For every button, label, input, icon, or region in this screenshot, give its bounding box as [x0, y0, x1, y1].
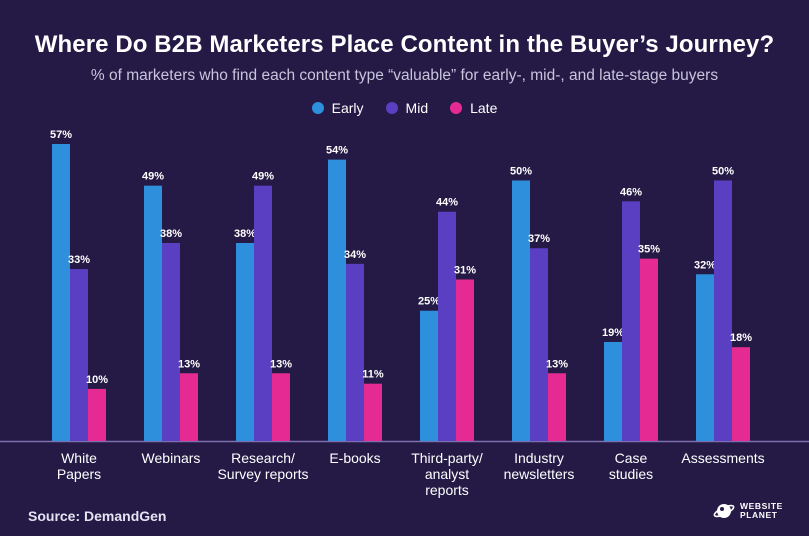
legend-item-early: Early [311, 100, 364, 116]
bar-late-7 [732, 347, 750, 441]
category-label-line: Webinars [142, 450, 201, 466]
data-label-late-5: 13% [546, 358, 568, 370]
bar-late-4 [456, 279, 474, 441]
source-note: Source: DemandGen [28, 508, 167, 524]
category-label-6: Case studies [609, 450, 653, 482]
category-label-1: Webinars [142, 450, 201, 466]
bar-early-6 [604, 342, 622, 441]
data-label-late-3: 11% [362, 369, 384, 381]
logo-line-2: PLANET [740, 510, 778, 520]
legend-label-early: Early [331, 100, 364, 116]
legend-label-late: Late [470, 100, 498, 116]
bar-late-0 [88, 388, 106, 441]
legend-swatch-late [450, 102, 463, 114]
category-label-line: Research/ [231, 450, 295, 466]
category-label-line: White [61, 450, 97, 466]
legend-item-mid: Mid [385, 100, 429, 116]
data-label-late-1: 13% [178, 358, 200, 370]
bar-mid-1 [162, 243, 180, 441]
category-label-line: Case [615, 450, 648, 466]
data-label-late-6: 35% [638, 244, 660, 256]
bar-early-3 [328, 159, 346, 441]
data-label-mid-3: 34% [344, 249, 366, 261]
category-label-line: Papers [57, 466, 101, 482]
bar-mid-2 [254, 185, 272, 441]
data-label-late-4: 31% [454, 264, 476, 276]
category-label-line: Industry [514, 450, 564, 466]
category-label-line: analyst [425, 466, 469, 482]
bar-early-5 [512, 180, 530, 441]
legend-swatch-early [311, 102, 324, 114]
category-label-line: newsletters [504, 466, 575, 482]
data-label-mid-2: 49% [252, 171, 274, 183]
category-label-2: Research/Survey reports [217, 450, 308, 482]
chart-subtitle: % of marketers who find each content typ… [90, 67, 719, 84]
data-label-mid-5: 37% [528, 233, 550, 245]
bar-early-0 [52, 144, 70, 441]
category-label-line: E-books [329, 450, 380, 466]
data-label-late-2: 13% [270, 358, 292, 370]
bar-late-6 [640, 258, 658, 441]
logo-line-1: WEBSITE [740, 500, 783, 511]
bar-mid-0 [70, 269, 88, 441]
data-label-early-7: 32% [694, 259, 716, 271]
bar-early-1 [144, 185, 162, 441]
category-label-line: Survey reports [217, 466, 308, 482]
bar-mid-7 [714, 180, 732, 441]
legend-item-late: Late [450, 100, 497, 116]
bar-late-5 [548, 373, 566, 441]
bar-early-2 [236, 243, 254, 441]
logo-text: WEBSITE PLANET [740, 500, 783, 521]
category-label-line: Assessments [681, 450, 764, 466]
data-label-late-0: 10% [86, 374, 108, 386]
chart-title: Where Do B2B Marketers Place Content in … [34, 31, 775, 58]
bar-mid-4 [438, 211, 456, 441]
bar-mid-3 [346, 263, 364, 441]
data-label-early-0: 57% [50, 129, 72, 141]
category-label-line: Third-party/ [411, 450, 483, 466]
data-label-early-2: 38% [234, 228, 256, 240]
data-label-mid-6: 46% [620, 186, 642, 198]
bar-late-2 [272, 373, 290, 441]
legend-label-mid: Mid [405, 100, 429, 116]
website-planet-logo: WEBSITE PLANET [713, 500, 783, 522]
legend-swatch-mid [385, 102, 398, 114]
data-label-mid-4: 44% [436, 197, 458, 209]
bar-early-7 [696, 274, 714, 441]
category-label-5: Industry newsletters [504, 450, 575, 482]
data-label-mid-7: 50% [712, 165, 734, 177]
category-label-7: Assessments [681, 450, 764, 466]
category-label-line: studies [609, 466, 653, 482]
bar-mid-6 [622, 201, 640, 441]
legend: Early Mid Late [0, 100, 809, 116]
bar-late-3 [364, 383, 382, 441]
bar-mid-5 [530, 248, 548, 441]
bar-late-1 [180, 373, 198, 441]
data-label-early-5: 50% [510, 165, 532, 177]
data-label-mid-0: 33% [68, 254, 90, 266]
category-label-line: reports [425, 482, 469, 498]
data-label-early-6: 19% [602, 327, 624, 339]
data-label-mid-1: 38% [160, 228, 182, 240]
data-label-late-7: 18% [730, 332, 752, 344]
category-label-3: E-books [329, 450, 380, 466]
data-label-early-1: 49% [142, 171, 164, 183]
website-planet-icon [713, 504, 735, 518]
data-label-early-3: 54% [326, 145, 348, 157]
bar-early-4 [420, 310, 438, 441]
data-label-early-4: 25% [418, 296, 440, 308]
category-label-0: White Papers [57, 450, 101, 482]
category-label-4: Third-party/analyst reports [411, 450, 483, 498]
